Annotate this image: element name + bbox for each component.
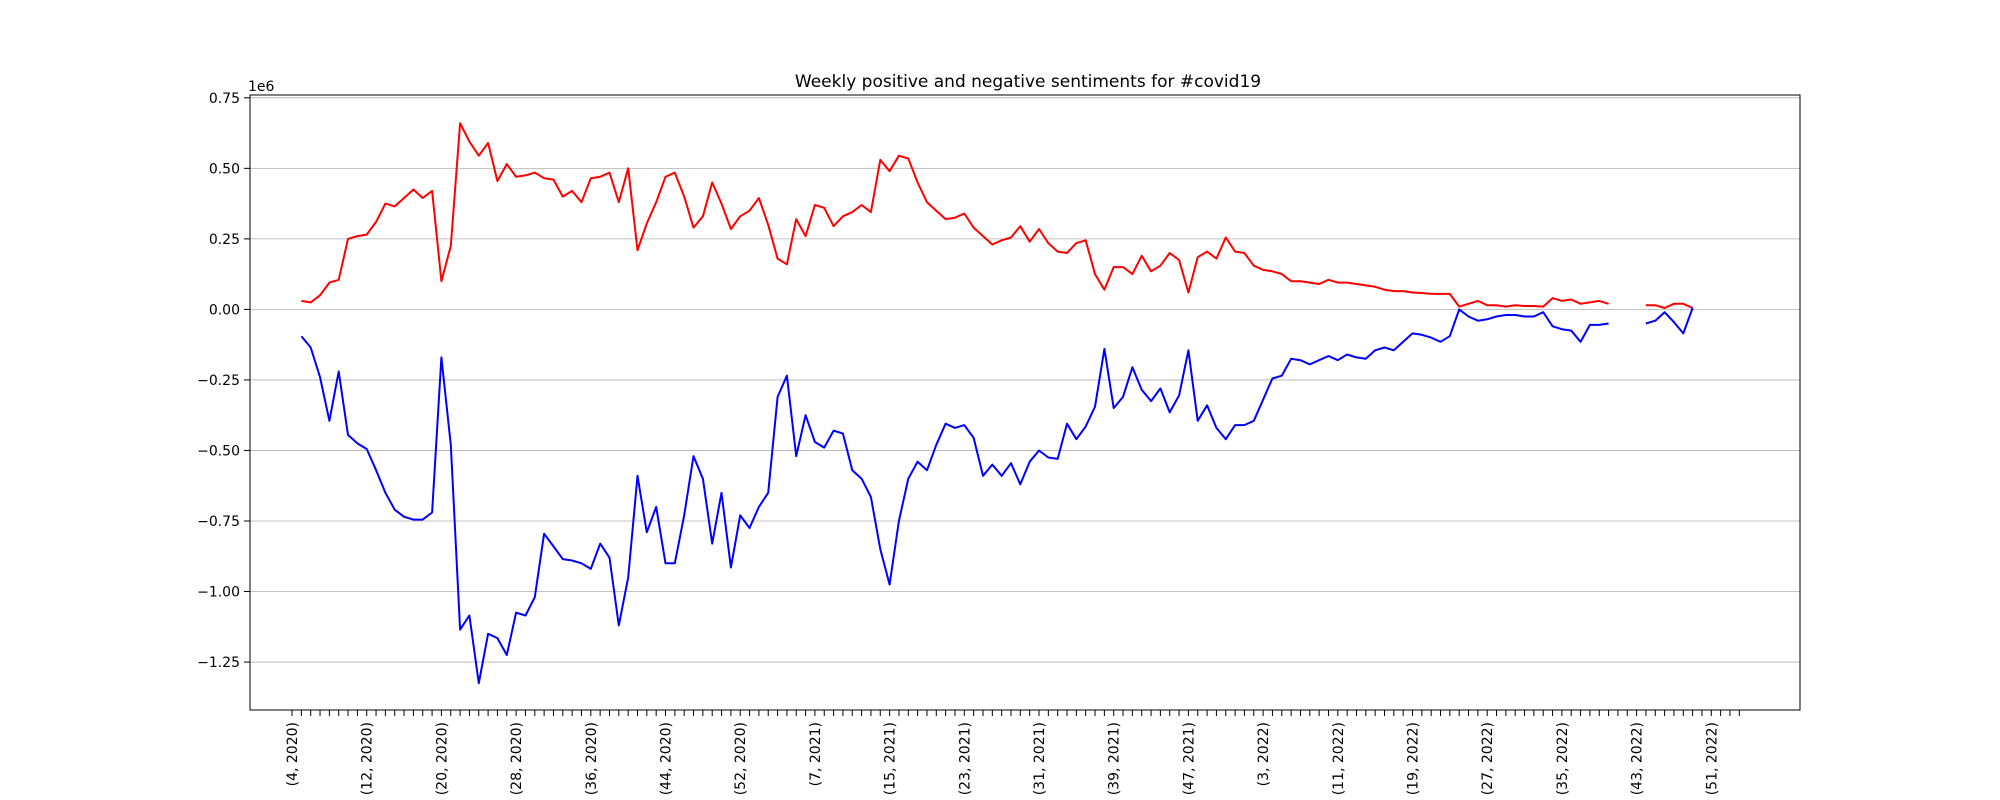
x-tick-label: (36, 2020) (584, 722, 600, 795)
x-tick-label: (15, 2021) (883, 722, 899, 795)
x-tick-label: (11, 2022) (1331, 722, 1347, 795)
y-tick-label: −1.00 (197, 585, 240, 601)
y-tick-label: 0.25 (209, 232, 240, 248)
x-tick-label: (23, 2021) (957, 722, 973, 795)
x-tick-label: (51, 2022) (1704, 722, 1720, 795)
y-tick-label: 0.00 (209, 302, 240, 318)
y-tick-label: 0.75 (209, 91, 240, 107)
x-tick-label: (28, 2020) (509, 722, 525, 795)
x-tick-label: (52, 2020) (733, 722, 749, 795)
x-tick-label: (4, 2020) (285, 722, 301, 786)
x-tick-label: (7, 2021) (808, 722, 824, 786)
y-tick-label: −1.25 (197, 655, 240, 671)
x-axis: (4, 2020) (12, 2020) (20, 2020) (28, 2020) (… (285, 710, 1740, 795)
y-tick-label: −0.75 (197, 514, 240, 530)
y-tick-label: −0.50 (197, 443, 240, 459)
chart-title: Weekly positive and negative sentiments … (795, 72, 1261, 92)
x-tick-label: (31, 2021) (1032, 722, 1048, 795)
negative-series-line (300, 307, 1694, 685)
x-tick-label: (44, 2020) (659, 722, 675, 795)
x-tick-label: (43, 2022) (1630, 722, 1646, 795)
grid-layer (250, 97, 1800, 663)
plot-frame (249, 94, 1801, 711)
x-tick-label: (3, 2022) (1256, 722, 1272, 786)
y-axis: 0.75 0.50 0.25 0.00 −0.25 −0.50 −0.75 −1.00 −1.2… (197, 91, 250, 671)
y-offset-label: 1e6 (248, 79, 275, 95)
y-tick-label: −0.25 (197, 373, 240, 389)
positive-series-line (301, 122, 1694, 309)
x-tick-label: (35, 2022) (1555, 722, 1571, 795)
x-tick-label: (20, 2020) (434, 722, 450, 795)
x-tick-label: (27, 2022) (1480, 722, 1496, 795)
x-tick-label: (19, 2022) (1406, 722, 1422, 795)
y-tick-label: 0.50 (209, 161, 240, 177)
x-tick-label: (47, 2021) (1181, 722, 1197, 795)
x-tick-label: (12, 2020) (360, 722, 376, 795)
x-tick-label: (39, 2021) (1107, 722, 1123, 795)
series-layer (300, 122, 1694, 685)
